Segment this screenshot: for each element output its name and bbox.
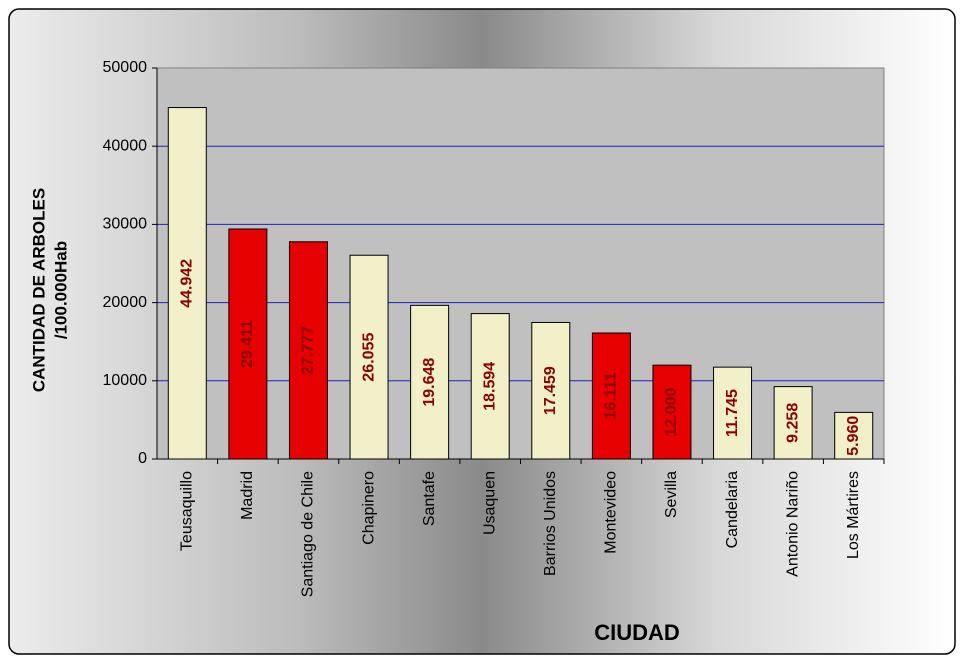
bar: [531, 321, 571, 460]
x-tick-label: Santafe: [421, 471, 438, 526]
x-tick-label: Barrios Unidos: [542, 471, 559, 576]
value-label: 27.777: [300, 326, 317, 375]
value-label: 11.745: [724, 389, 741, 437]
x-tick-label: Los Mártires: [845, 471, 862, 559]
x-tick-label: Sevilla: [663, 471, 680, 518]
x-tick-label: Madrid: [239, 471, 256, 520]
value-label: 18.594: [481, 362, 498, 411]
x-tick-label: Montevideo: [603, 471, 620, 554]
y-tick-label: 10000: [103, 372, 148, 389]
x-tick-label: Usaquen: [481, 471, 498, 535]
value-label: 26.055: [360, 333, 377, 382]
bar: [834, 411, 874, 460]
value-label: 12.000: [663, 388, 680, 437]
x-tick-label: Teusaquillo: [179, 471, 196, 551]
bar: [167, 107, 207, 460]
value-label: 16.111: [603, 372, 620, 419]
x-tick-label: Candelaria: [724, 471, 741, 548]
y-tick-label: 30000: [103, 216, 148, 233]
x-tick-label: Antonio Nariño: [784, 471, 801, 577]
bar: [470, 313, 510, 460]
bar: [713, 366, 753, 460]
plot-area: [156, 67, 885, 460]
bar: [228, 228, 268, 460]
y-axis-label: CANTIDAD DE ARBOLES: [29, 188, 48, 392]
bar: [410, 304, 450, 460]
value-label: 19.648: [421, 358, 438, 407]
value-label: 17.459: [542, 366, 559, 415]
bar: [652, 364, 692, 460]
x-tick-label: Chapinero: [360, 471, 377, 545]
y-tick-label: 0: [138, 450, 147, 467]
x-axis-label: CIUDAD: [594, 620, 680, 645]
bar: [591, 332, 631, 460]
y-tick-label: 20000: [103, 294, 148, 311]
y-axis-label: /100.000Hab: [51, 241, 70, 339]
y-tick-label: 50000: [103, 59, 148, 76]
value-label: 5.960: [845, 416, 862, 456]
y-tick-label: 40000: [103, 137, 148, 154]
x-tick-label: Santiago de Chile: [300, 471, 317, 597]
value-label: 9.258: [784, 403, 801, 443]
bar: [349, 254, 389, 460]
value-label: 29.411: [239, 320, 256, 368]
value-label: 44.942: [179, 259, 196, 308]
bar: [288, 241, 328, 460]
bar: [773, 386, 813, 460]
